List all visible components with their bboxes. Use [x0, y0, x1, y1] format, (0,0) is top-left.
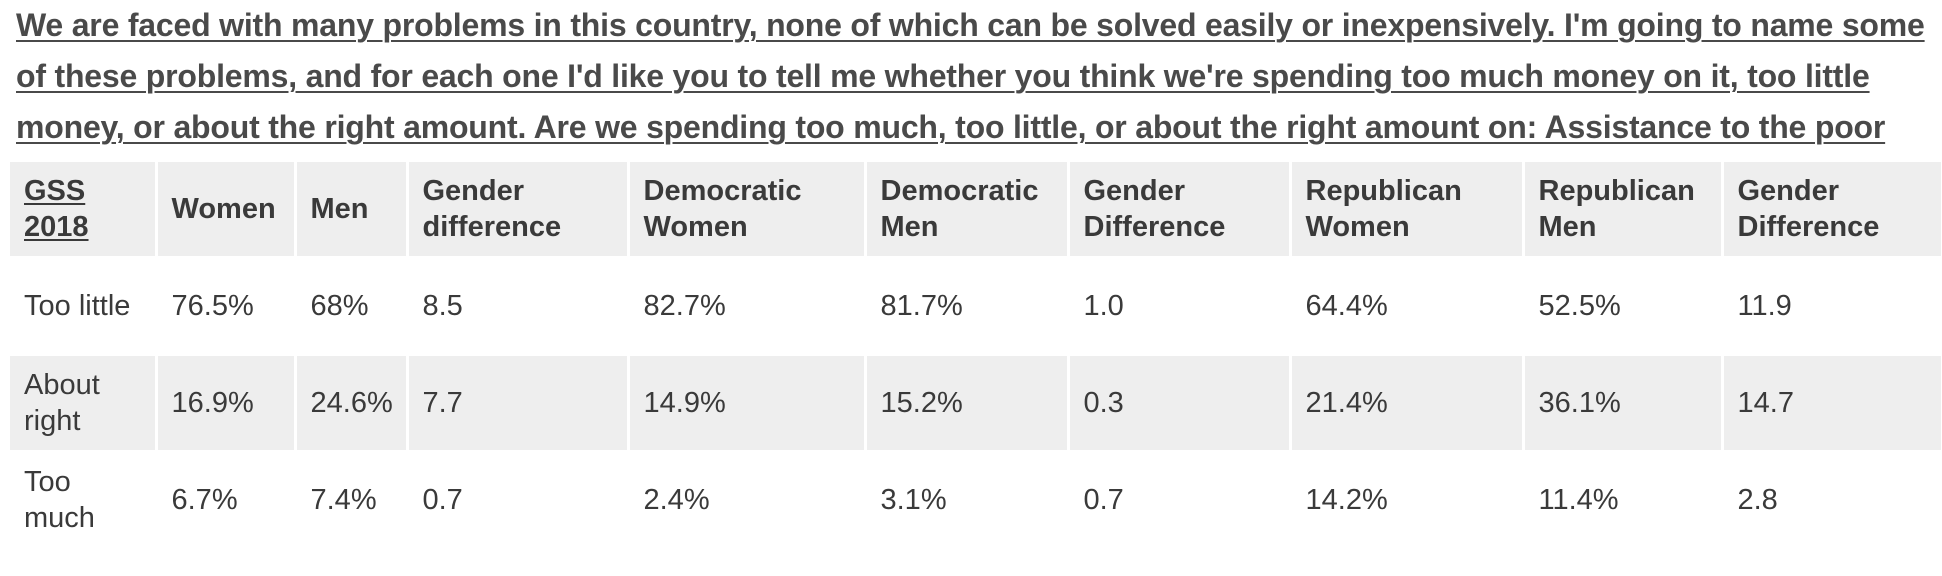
table-cell: 76.5%	[156, 257, 297, 356]
table-cell: 0.7	[407, 451, 630, 550]
table-cell: 82.7%	[628, 257, 867, 356]
table-cell: 8.5	[407, 257, 630, 356]
table-cell: 0.7	[1068, 451, 1292, 550]
table-row: Too little 76.5% 68% 8.5 82.7% 81.7% 1.0…	[10, 257, 1942, 356]
column-header: Women	[156, 162, 297, 259]
table-cell: 14.7	[1722, 354, 1942, 453]
table-cell: 7.4%	[295, 451, 409, 550]
column-header: Gender difference	[407, 162, 630, 259]
table-cell: 0.3	[1068, 354, 1292, 453]
table-cell: 21.4%	[1290, 354, 1525, 453]
table-row: About right 16.9% 24.6% 7.7 14.9% 15.2% …	[10, 354, 1942, 453]
column-header: Democratic Women	[628, 162, 867, 259]
table-cell: 11.4%	[1523, 451, 1724, 550]
table-cell: 3.1%	[865, 451, 1070, 550]
table-cell: 2.8	[1722, 451, 1942, 550]
table-cell: 7.7	[407, 354, 630, 453]
table-cell: 68%	[295, 257, 409, 356]
table-corner-label[interactable]: GSS 2018	[10, 162, 158, 259]
row-label: Too little	[10, 257, 158, 356]
row-label: About right	[10, 354, 158, 453]
table-cell: 6.7%	[156, 451, 297, 550]
results-table: GSS 2018 Women Men Gender difference Dem…	[10, 162, 1942, 550]
column-header: Democratic Men	[865, 162, 1070, 259]
table-cell: 64.4%	[1290, 257, 1525, 356]
table-cell: 24.6%	[295, 354, 409, 453]
column-header: Gender Difference	[1068, 162, 1292, 259]
table-row: Too much 6.7% 7.4% 0.7 2.4% 3.1% 0.7 14.…	[10, 451, 1942, 550]
column-header: Men	[295, 162, 409, 259]
column-header: Republican Women	[1290, 162, 1525, 259]
column-header: Republican Men	[1523, 162, 1724, 259]
table-cell: 14.9%	[628, 354, 867, 453]
question-text: We are faced with many problems in this …	[16, 7, 1925, 145]
table-cell: 1.0	[1068, 257, 1292, 356]
table-cell: 52.5%	[1523, 257, 1724, 356]
table-cell: 36.1%	[1523, 354, 1724, 453]
table-cell: 11.9	[1722, 257, 1942, 356]
table-cell: 2.4%	[628, 451, 867, 550]
column-header: Gender Difference	[1722, 162, 1942, 259]
table-cell: 15.2%	[865, 354, 1070, 453]
header-row: GSS 2018 Women Men Gender difference Dem…	[10, 162, 1942, 259]
table-cell: 16.9%	[156, 354, 297, 453]
row-label: Too much	[10, 451, 158, 550]
table-cell: 81.7%	[865, 257, 1070, 356]
table-cell: 14.2%	[1290, 451, 1525, 550]
